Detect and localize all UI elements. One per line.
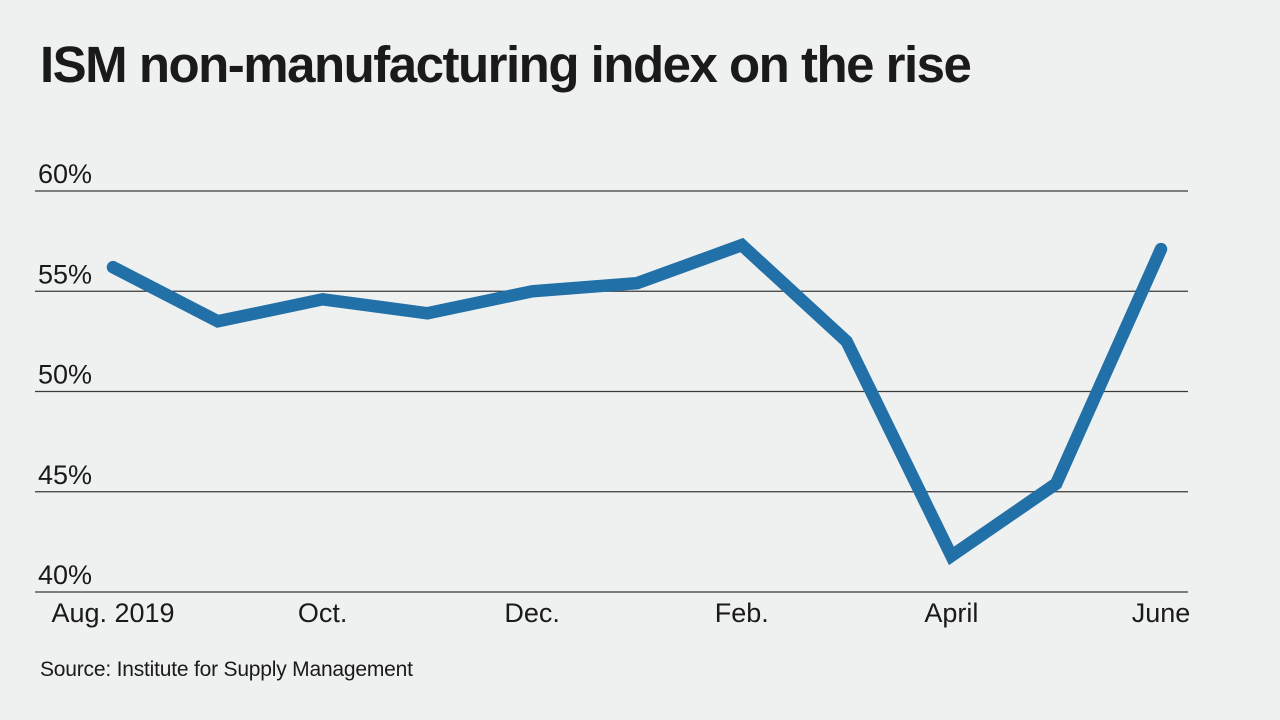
x-axis-tick-label: Feb.	[715, 598, 769, 628]
x-axis-tick-label: June	[1132, 598, 1191, 628]
y-axis-tick-label: 45%	[38, 460, 92, 490]
chart-title: ISM non-manufacturing index on the rise	[40, 36, 972, 93]
x-axis-tick-label: Oct.	[298, 598, 348, 628]
x-axis-tick-label: April	[924, 598, 978, 628]
source-label: Source: Institute for Supply Management	[40, 658, 413, 681]
x-axis-tick-label: Dec.	[504, 598, 560, 628]
y-axis-tick-label: 55%	[38, 259, 92, 289]
y-axis-tick-label: 60%	[38, 159, 92, 189]
y-axis-tick-label: 50%	[38, 360, 92, 390]
index-line	[106, 237, 1168, 566]
y-axis-tick-label: 40%	[38, 560, 92, 590]
x-axis-tick-label: Aug. 2019	[51, 598, 174, 628]
